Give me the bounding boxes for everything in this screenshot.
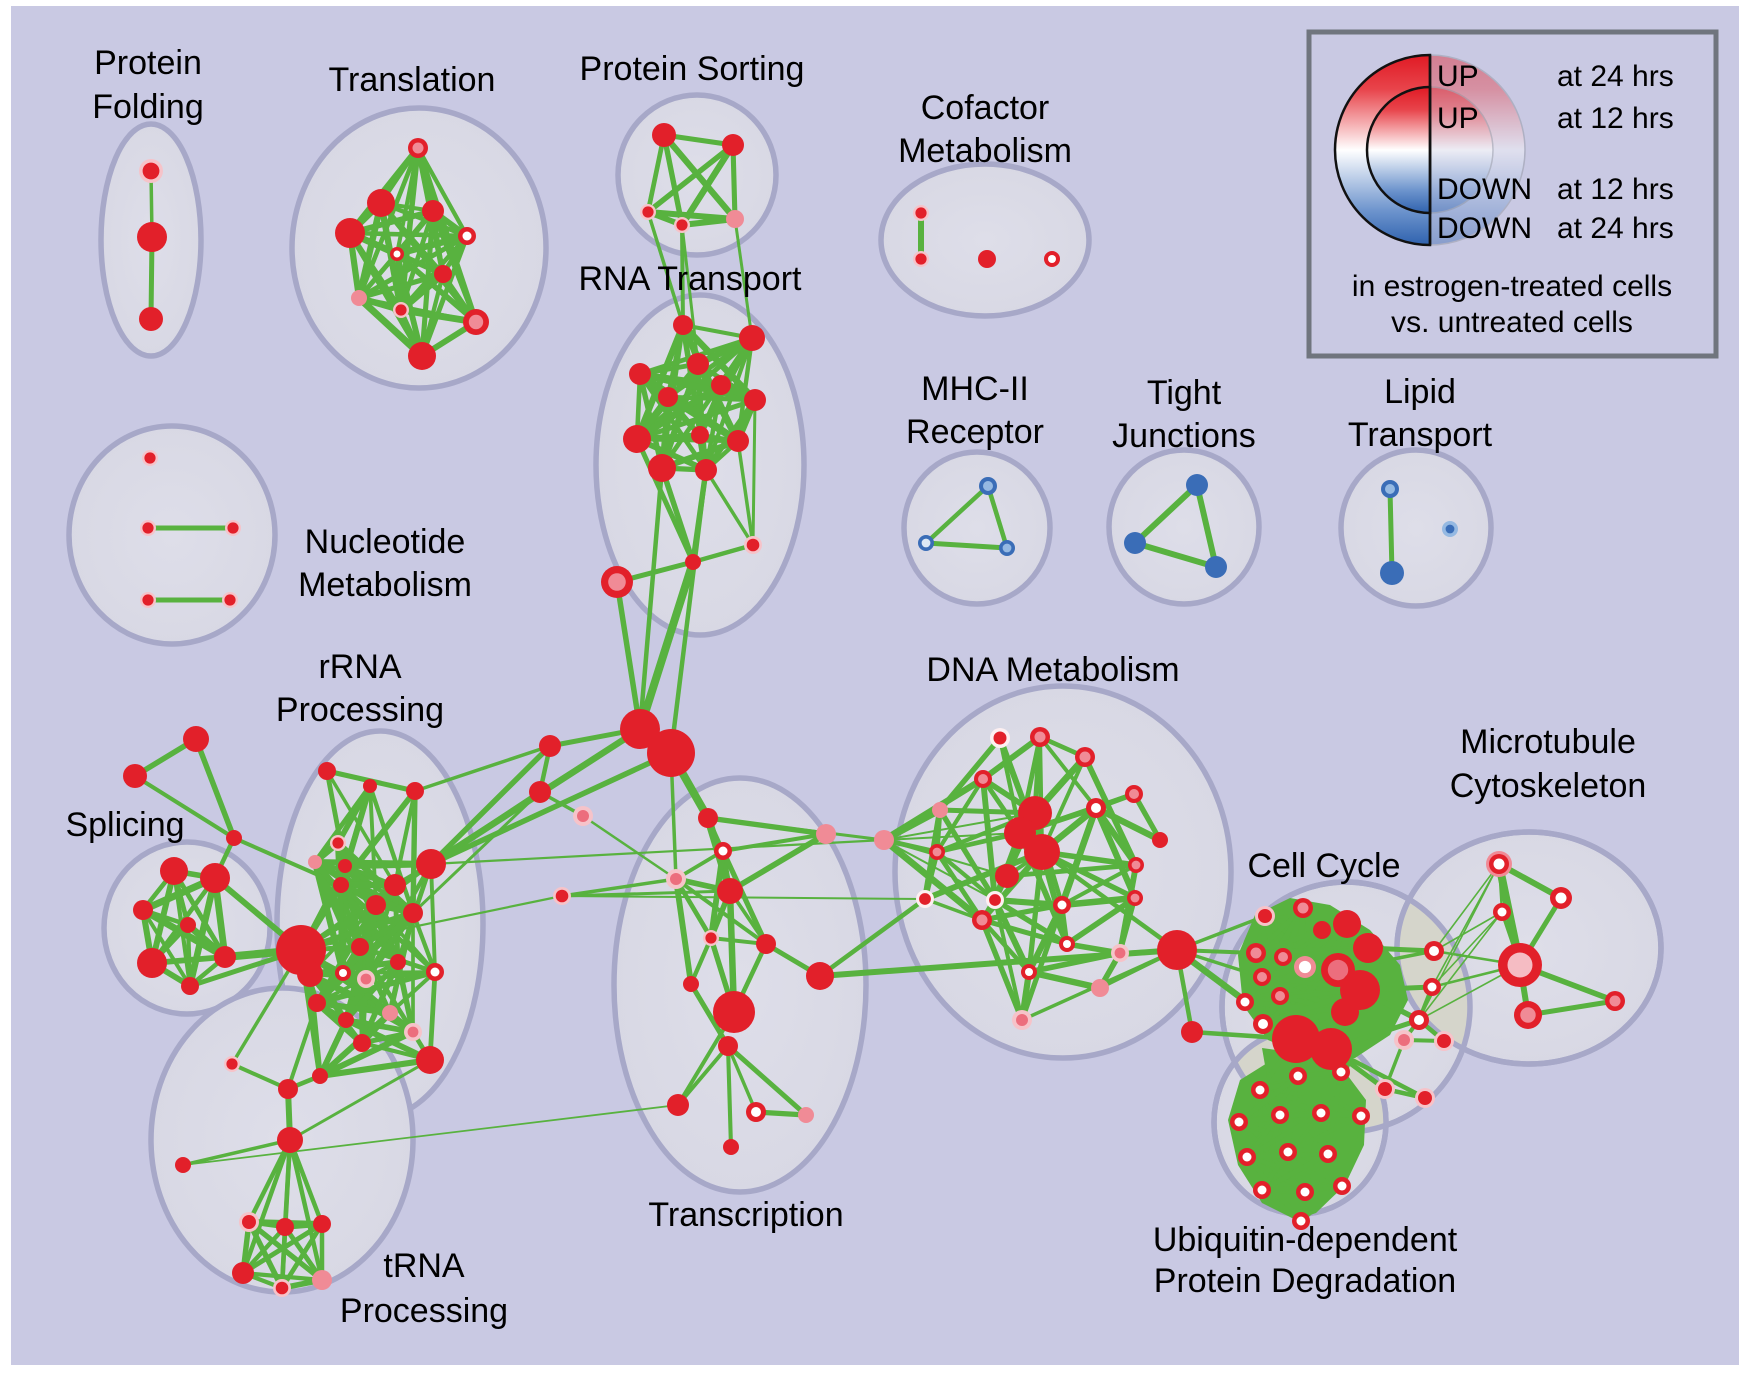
svg-text:Microtubule: Microtubule xyxy=(1460,723,1636,761)
svg-text:UP: UP xyxy=(1437,102,1479,135)
svg-text:DNA Metabolism: DNA Metabolism xyxy=(926,651,1179,689)
svg-text:Transcription: Transcription xyxy=(648,1196,843,1234)
svg-text:DOWN: DOWN xyxy=(1437,173,1532,206)
svg-text:Transport: Transport xyxy=(1348,416,1493,454)
svg-text:Metabolism: Metabolism xyxy=(298,566,472,604)
svg-text:Cytoskeleton: Cytoskeleton xyxy=(1450,767,1647,805)
svg-text:Processing: Processing xyxy=(276,691,444,729)
svg-text:in estrogen-treated cells: in estrogen-treated cells xyxy=(1352,270,1672,303)
svg-text:Lipid: Lipid xyxy=(1384,373,1456,411)
svg-text:Protein Sorting: Protein Sorting xyxy=(580,50,805,88)
svg-text:DOWN: DOWN xyxy=(1437,212,1532,245)
svg-text:Processing: Processing xyxy=(340,1292,508,1330)
svg-text:at 12 hrs: at 12 hrs xyxy=(1557,173,1674,206)
svg-text:RNA Transport: RNA Transport xyxy=(579,260,803,298)
svg-text:at 12 hrs: at 12 hrs xyxy=(1557,102,1674,135)
svg-text:Receptor: Receptor xyxy=(906,413,1044,451)
svg-text:Translation: Translation xyxy=(329,61,496,99)
svg-text:MHC-II: MHC-II xyxy=(921,370,1029,408)
svg-text:at 24 hrs: at 24 hrs xyxy=(1557,60,1674,93)
svg-text:rRNA: rRNA xyxy=(318,648,401,686)
svg-text:Tight: Tight xyxy=(1147,374,1222,412)
svg-text:Cell Cycle: Cell Cycle xyxy=(1247,847,1400,885)
svg-text:Cofactor: Cofactor xyxy=(921,89,1050,127)
svg-text:at 24 hrs: at 24 hrs xyxy=(1557,212,1674,245)
svg-text:Junctions: Junctions xyxy=(1112,417,1256,455)
svg-text:Folding: Folding xyxy=(92,88,204,126)
svg-text:Metabolism: Metabolism xyxy=(898,132,1072,170)
svg-text:Ubiquitin-dependent: Ubiquitin-dependent xyxy=(1153,1221,1458,1259)
svg-text:Protein: Protein xyxy=(94,44,202,82)
svg-text:vs. untreated cells: vs. untreated cells xyxy=(1391,306,1633,339)
svg-text:Protein Degradation: Protein Degradation xyxy=(1154,1262,1456,1300)
svg-text:Splicing: Splicing xyxy=(65,806,184,844)
svg-text:Nucleotide: Nucleotide xyxy=(305,523,466,561)
svg-text:tRNA: tRNA xyxy=(383,1247,465,1285)
svg-text:UP: UP xyxy=(1437,60,1479,93)
